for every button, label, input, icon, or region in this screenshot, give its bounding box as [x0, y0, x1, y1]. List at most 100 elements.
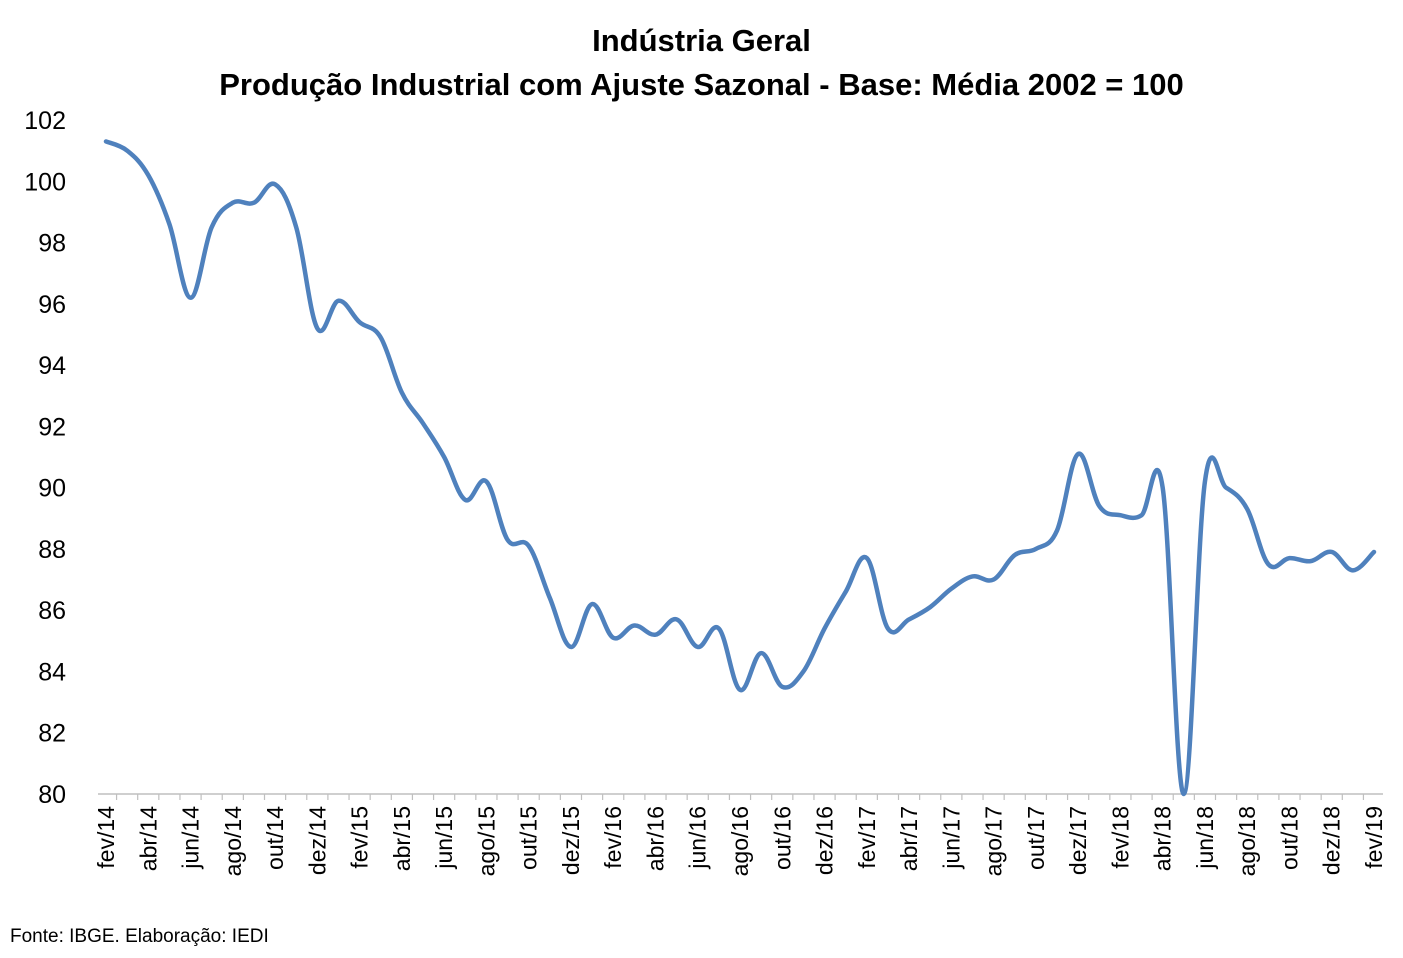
data-point: [823, 627, 827, 631]
data-point: [336, 299, 340, 303]
data-point: [358, 320, 362, 324]
data-point: [1309, 559, 1313, 563]
y-tick-label: 88: [38, 536, 66, 564]
data-point: [104, 139, 108, 143]
data-point: [1182, 792, 1186, 796]
x-tick-label: ago/17: [981, 806, 1007, 876]
x-tick-label: out/17: [1023, 806, 1049, 870]
data-point: [653, 633, 657, 637]
data-point: [1266, 562, 1270, 566]
data-point: [611, 636, 615, 640]
x-tick-label: ago/18: [1234, 806, 1260, 876]
data-point: [125, 149, 129, 153]
x-tick-label: abr/16: [642, 806, 668, 871]
x-tick-label: ago/15: [473, 806, 499, 876]
y-tick-label: 94: [38, 352, 66, 380]
source-note: Fonte: IBGE. Elaboração: IEDI: [10, 926, 269, 947]
x-tick-label: dez/16: [812, 806, 838, 875]
data-point: [210, 225, 214, 229]
data-point: [442, 455, 446, 459]
y-tick-label: 100: [24, 168, 66, 196]
x-tick-label: jun/17: [938, 806, 964, 870]
data-point: [801, 669, 805, 673]
data-point: [527, 544, 531, 548]
y-tick-label: 80: [38, 781, 66, 809]
data-point: [865, 556, 869, 560]
data-point: [315, 326, 319, 330]
x-tick-label: fev/15: [347, 806, 373, 869]
data-point: [1013, 553, 1017, 557]
x-tick-label: jun/16: [685, 806, 711, 870]
data-point: [294, 225, 298, 229]
x-tick-label: fev/17: [854, 806, 880, 869]
data-point: [273, 182, 277, 186]
data-point: [1161, 486, 1165, 490]
data-point: [1034, 547, 1038, 551]
y-tick-label: 84: [38, 658, 66, 686]
data-point: [167, 222, 171, 226]
data-point: [463, 498, 467, 502]
data-point: [717, 627, 721, 631]
data-point: [1140, 513, 1144, 517]
data-point: [970, 574, 974, 578]
x-tick-label: out/16: [769, 806, 795, 870]
x-tick-label: abr/15: [389, 806, 415, 871]
y-tick-label: 102: [24, 107, 66, 135]
data-point: [569, 645, 573, 649]
y-tick-label: 96: [38, 291, 66, 319]
data-point: [759, 651, 763, 655]
data-point: [1224, 486, 1228, 490]
data-point: [1287, 556, 1291, 560]
chart-subtitle: Produção Industrial com Ajuste Sazonal -…: [219, 67, 1184, 102]
x-tick-label: ago/14: [220, 806, 246, 877]
x-tick-label: dez/14: [304, 806, 330, 875]
x-tick-label: fev/14: [93, 806, 119, 869]
data-point: [189, 296, 193, 300]
data-point: [928, 605, 932, 609]
series-points: [104, 139, 1376, 796]
data-point: [590, 602, 594, 606]
x-axis-tick-labels: fev/14 abr/14 jun/14 ago/14 out/14 dez/14 fev/…: [93, 806, 1387, 877]
series-line: [103, 139, 1377, 797]
data-point: [1372, 550, 1376, 554]
x-tick-label: abr/14: [135, 806, 161, 871]
data-point: [907, 617, 911, 621]
x-tick-label: dez/18: [1319, 806, 1345, 875]
x-tick-label: abr/17: [896, 806, 922, 871]
x-tick-label: out/15: [516, 806, 542, 870]
x-tick-label: jun/18: [1192, 806, 1218, 870]
x-tick-label: fev/18: [1107, 806, 1133, 869]
data-point: [675, 617, 679, 621]
data-point: [1118, 513, 1122, 517]
x-tick-label: jun/15: [431, 806, 457, 870]
data-point: [992, 578, 996, 582]
data-point: [1076, 452, 1080, 456]
x-tick-label: dez/17: [1065, 806, 1091, 875]
x-tick-label: fev/19: [1361, 806, 1387, 869]
x-tick-label: abr/18: [1150, 806, 1176, 871]
data-point: [252, 201, 256, 205]
x-tick-label: out/18: [1276, 806, 1302, 870]
y-tick-label: 90: [38, 475, 66, 503]
x-axis-tick-marks: [115, 794, 1365, 800]
data-point: [506, 538, 510, 542]
y-axis-tick-labels: 80 82 84 86 88 90 92 94 96 98 100 102: [24, 107, 66, 809]
data-point: [1203, 480, 1207, 484]
data-point: [696, 645, 700, 649]
data-point: [146, 173, 150, 177]
data-point: [231, 201, 235, 205]
data-point: [421, 421, 425, 425]
data-point: [886, 627, 890, 631]
data-point: [1055, 529, 1059, 533]
data-point: [1245, 507, 1249, 511]
y-tick-label: 98: [38, 230, 66, 258]
data-point: [1351, 568, 1355, 572]
data-point: [1097, 504, 1101, 508]
y-tick-label: 92: [38, 413, 66, 441]
data-point: [484, 480, 488, 484]
x-tick-label: ago/16: [727, 806, 753, 876]
data-point: [949, 587, 953, 591]
x-tick-label: dez/15: [558, 806, 584, 875]
data-point: [548, 596, 552, 600]
